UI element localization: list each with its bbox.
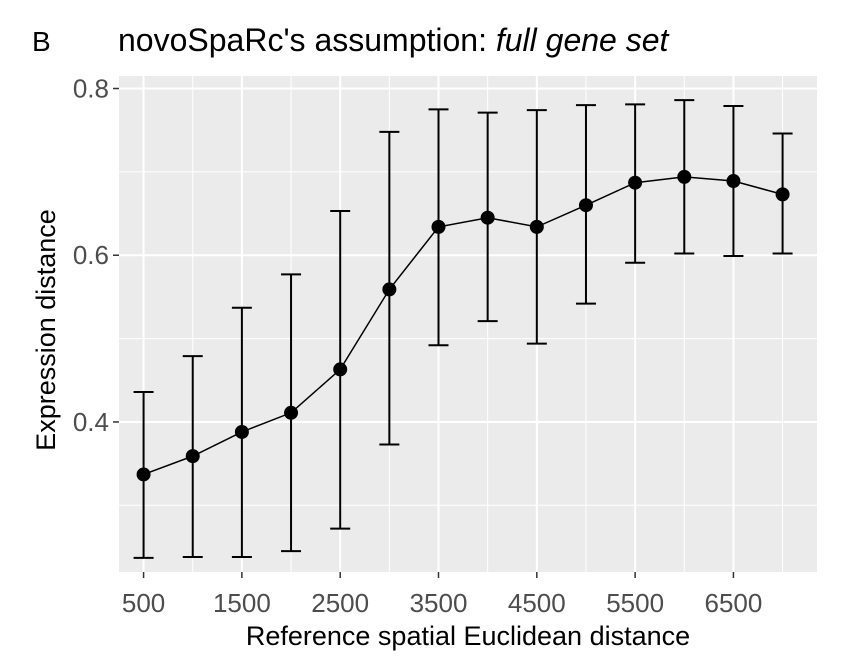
series-line (143, 176, 783, 476)
chart-title: novoSpaRc's assumption: full gene set (118, 22, 668, 59)
x-tick-label: 2500 (311, 588, 369, 618)
x-tick-label: 500 (122, 588, 165, 618)
x-tick-label: 1500 (213, 588, 271, 618)
data-point (284, 405, 299, 420)
data-point (480, 210, 495, 225)
x-tick-label: 4500 (508, 588, 566, 618)
chart-title-prefix: novoSpaRc's assumption: (118, 22, 496, 58)
data-point (677, 169, 692, 184)
data-point (136, 467, 151, 482)
data-point (578, 198, 593, 213)
data-point (529, 219, 544, 234)
x-axis: 500 1500 2500 3500 4500 5500 6500 (122, 572, 762, 618)
y-tick-label: 0.4 (73, 407, 109, 437)
plot-panel (119, 76, 817, 572)
x-tick-label: 6500 (705, 588, 763, 618)
data-point (628, 175, 643, 190)
y-axis-title: Expression distance (31, 209, 61, 451)
x-tick-label: 5500 (606, 588, 664, 618)
data-point (382, 282, 397, 297)
data-point (726, 174, 741, 189)
chart-title-emphasis: full gene set (495, 22, 669, 58)
data-point (234, 424, 249, 439)
panel-label: B (32, 26, 51, 57)
y-axis: 0.4 0.6 0.8 (73, 74, 119, 437)
data-point (333, 362, 348, 377)
data-point (775, 187, 790, 202)
x-tick-label: 3500 (410, 588, 468, 618)
y-tick-label: 0.6 (73, 240, 109, 270)
y-tick-label: 0.8 (73, 74, 109, 104)
x-axis-title: Reference spatial Euclidean distance (246, 621, 690, 651)
data-point (185, 449, 200, 464)
data-point (431, 219, 446, 234)
data-points (136, 169, 790, 482)
